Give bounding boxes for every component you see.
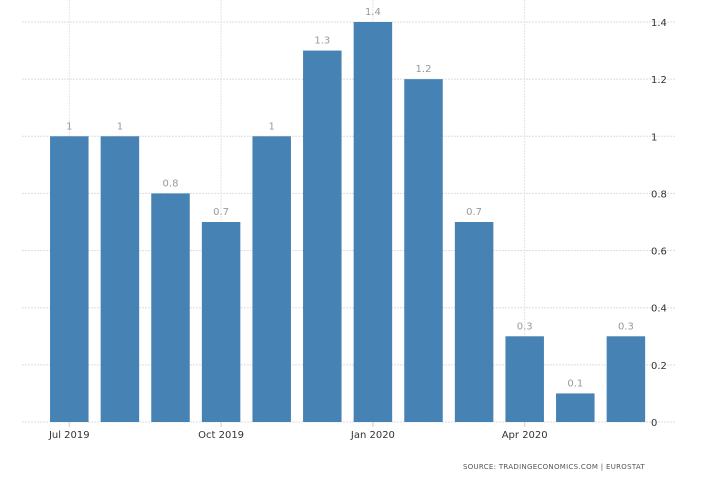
data-label: 1.2: [416, 64, 432, 75]
bar: [100, 136, 140, 423]
bar: [151, 193, 190, 422]
y-tick-label: 0.4: [651, 304, 667, 315]
data-label: 1: [269, 121, 275, 132]
data-label: 1.4: [365, 7, 381, 18]
data-label: 0.3: [618, 321, 634, 332]
bar: [303, 50, 342, 422]
y-tick-label: 1.4: [651, 18, 667, 29]
x-axis: Jul 2019 Oct 2019 Jan 2020 Apr 2020: [48, 422, 548, 441]
data-label: 0.1: [567, 378, 583, 389]
bar: [404, 79, 443, 423]
bar: [50, 136, 89, 423]
bar: [556, 393, 595, 422]
x-tick-label: Oct 2019: [198, 430, 244, 441]
bar: [353, 22, 393, 422]
bar: [505, 336, 544, 422]
y-tick-label: 1: [651, 132, 657, 143]
source-note: SOURCE: TRADINGECONOMICS.COM | EUROSTAT: [463, 463, 645, 471]
data-label: 0.7: [213, 207, 229, 218]
bar: [201, 222, 241, 422]
y-tick-label: 1.2: [651, 75, 667, 86]
data-label: 1.3: [314, 36, 330, 47]
bar: [252, 136, 291, 423]
bar: [454, 222, 494, 422]
y-tick-label: 0.2: [651, 361, 667, 372]
y-tick-label: 0.8: [651, 189, 667, 200]
y-tick-label: 0.6: [651, 247, 667, 258]
bar: [606, 336, 646, 422]
data-label: 0.8: [163, 178, 179, 189]
y-tick-label: 0: [651, 418, 657, 429]
data-label: 0.7: [466, 207, 482, 218]
data-label: 1: [66, 121, 72, 132]
bars: [50, 22, 646, 423]
x-tick-label: Apr 2020: [502, 430, 548, 441]
x-tick-label: Jul 2019: [48, 430, 90, 441]
data-label: 1: [117, 121, 123, 132]
y-axis: 0 0.2 0.4 0.6 0.8 1 1.2 1.4: [651, 18, 667, 429]
x-tick-label: Jan 2020: [350, 430, 395, 441]
data-label: 0.3: [517, 321, 533, 332]
data-labels: 1 1 0.8 0.7 1 1.3 1.4 1.2 0.7 0.3 0.1 0.3: [66, 7, 634, 389]
